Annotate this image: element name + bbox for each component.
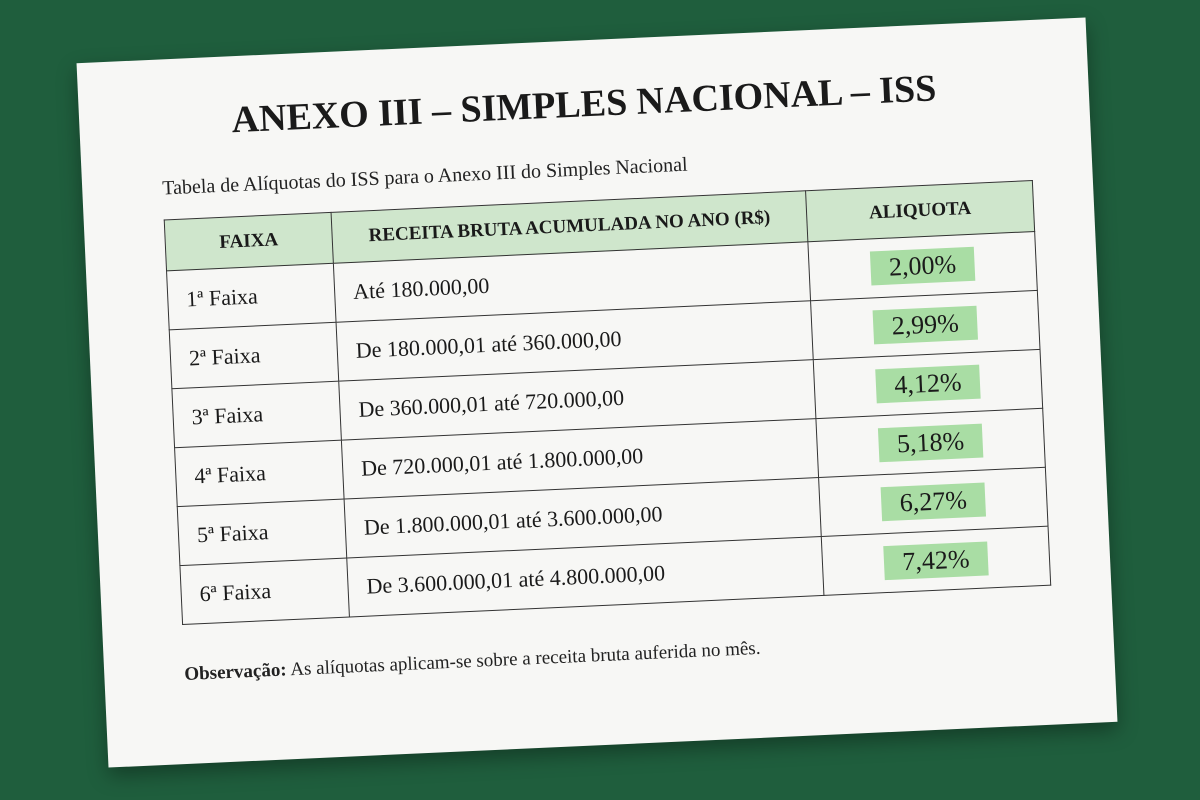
band-cell: 2ª Faixa: [169, 322, 339, 389]
rate-highlight: 2,99%: [872, 305, 978, 345]
subtitle: Tabela de Alíquotas do ISS para o Anexo …: [161, 153, 688, 200]
note-label: Observação:: [183, 659, 288, 685]
band-cell: 5ª Faixa: [177, 499, 347, 566]
rate-highlight: 6,27%: [880, 482, 986, 522]
band-cell: 4ª Faixa: [174, 440, 345, 507]
rate-cell: 6,27%: [818, 467, 1049, 537]
note-text: As alíquotas aplicam-se sobre a receita …: [289, 637, 761, 681]
band-cell: 6ª Faixa: [179, 558, 350, 625]
rate-cell: 4,12%: [813, 349, 1043, 419]
rate-highlight: 5,18%: [878, 423, 983, 463]
paper: ANEXO III – SIMPLES NACIONAL – ISS Tabel…: [76, 17, 1118, 768]
table-body: 1ª Faixa Até 180.000,00 2,00% 2ª Faixa De 18…: [166, 231, 1051, 625]
rate-cell: 2,99%: [810, 290, 1040, 360]
rate-cell: 2,00%: [807, 231, 1038, 301]
rate-highlight: 4,12%: [875, 364, 981, 404]
rate-cell: 7,42%: [821, 526, 1051, 596]
rate-highlight: 7,42%: [883, 541, 989, 581]
rate-table: FAIXA RECEITA BRUTA ACUMULADA NO ANO (R$)…: [164, 180, 1052, 625]
band-cell: 3ª Faixa: [171, 381, 342, 448]
rate-highlight: 2,00%: [870, 246, 975, 286]
rate-cell: 5,18%: [815, 408, 1046, 478]
band-cell: 1ª Faixa: [166, 263, 337, 330]
note: Observação: As alíquotas aplicam-se sobr…: [184, 638, 761, 686]
column-header: FAIXA: [164, 212, 334, 271]
title: ANEXO III – SIMPLES NACIONAL – ISS: [230, 67, 938, 142]
